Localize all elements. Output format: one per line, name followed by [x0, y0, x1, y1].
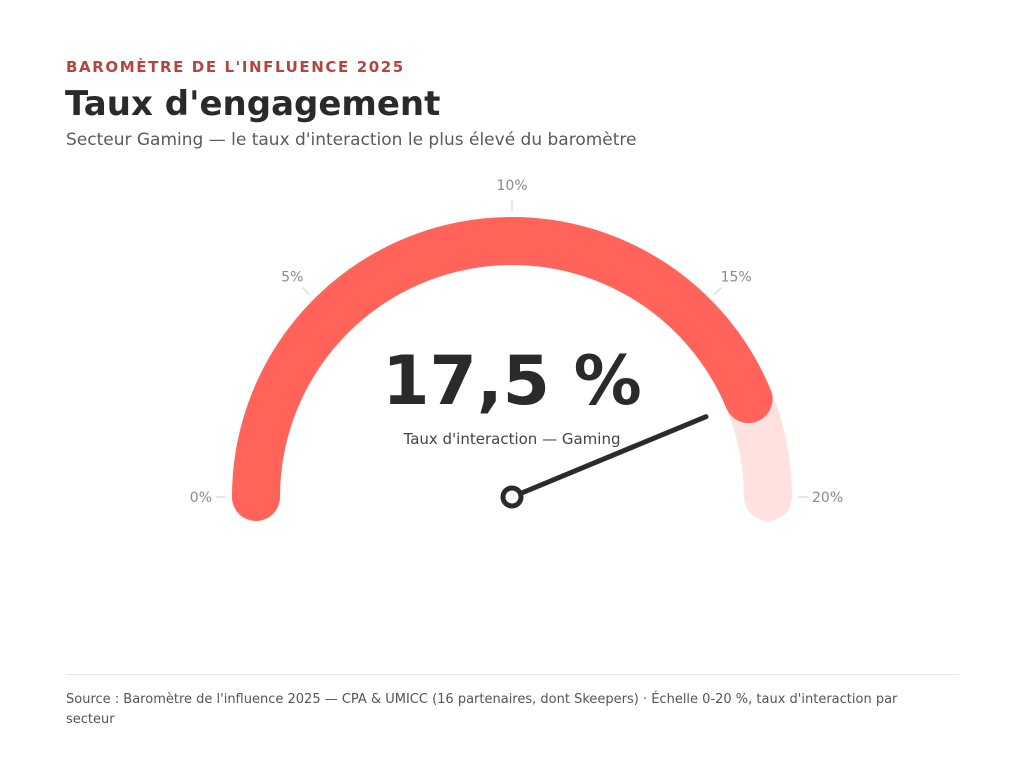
gauge-tick-label: 20%	[812, 490, 843, 506]
gauge-ticks: 0% 5% 10% 15% 20%	[190, 178, 843, 506]
gauge-tick-label: 15%	[721, 269, 752, 285]
page-subtitle: Secteur Gaming — le taux d'interaction l…	[66, 130, 637, 150]
gauge-tick-label: 0%	[190, 490, 212, 506]
source-note: Source : Baromètre de l'influence 2025 —…	[66, 692, 898, 727]
gauge-tick-label: 5%	[281, 269, 303, 285]
gauge-tick-mark	[713, 287, 722, 296]
page-title: Taux d'engagement	[65, 84, 441, 124]
gauge-tick-mark	[302, 287, 311, 296]
gauge-tick-label: 10%	[496, 178, 527, 194]
gauge-needle	[509, 414, 709, 500]
gauge-needle-hub	[500, 485, 524, 509]
gauge-value-arc	[232, 217, 773, 521]
footer-divider	[66, 674, 959, 675]
eyebrow: BAROMÈTRE DE L'INFLUENCE 2025	[66, 58, 405, 76]
gauge-value-label: 17,5 %	[382, 342, 642, 421]
gauge-caption: Taux d'interaction — Gaming	[403, 430, 621, 448]
